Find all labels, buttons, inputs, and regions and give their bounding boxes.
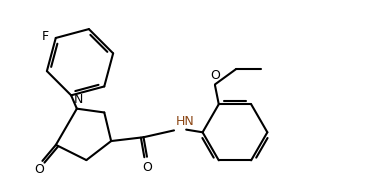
Text: N: N xyxy=(73,93,83,106)
Text: O: O xyxy=(34,163,44,175)
Text: F: F xyxy=(42,30,49,43)
Text: HN: HN xyxy=(176,115,195,129)
Text: O: O xyxy=(142,161,152,174)
Text: O: O xyxy=(210,69,220,82)
